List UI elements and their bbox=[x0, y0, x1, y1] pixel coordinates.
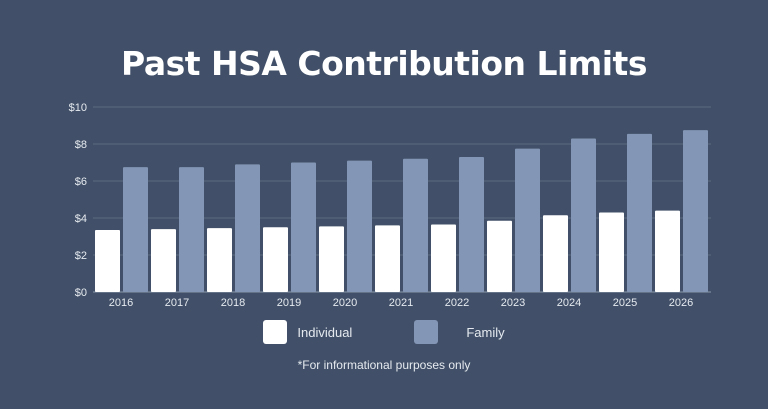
bar-individual bbox=[487, 220, 512, 292]
x-tick-label: 2024 bbox=[557, 297, 581, 309]
x-tick-label: 2022 bbox=[445, 297, 469, 309]
y-tick-label: $4 bbox=[75, 213, 87, 225]
legend: Individual Family bbox=[0, 320, 768, 344]
bar-family bbox=[179, 167, 204, 292]
legend-label-family: Family bbox=[466, 324, 505, 340]
footnote: *For informational purposes only bbox=[297, 358, 471, 372]
bar-family bbox=[291, 162, 316, 292]
bar-family bbox=[235, 164, 260, 292]
bar-family bbox=[347, 160, 372, 292]
legend-swatch-individual bbox=[263, 320, 288, 344]
x-tick-label: 2026 bbox=[669, 297, 693, 309]
x-tick-label: 2019 bbox=[277, 297, 301, 309]
x-tick-label: 2021 bbox=[389, 297, 413, 309]
x-tick-label: 2017 bbox=[165, 297, 189, 309]
y-tick-label: $10 bbox=[69, 102, 87, 114]
bar-individual bbox=[375, 225, 400, 292]
bar-individual bbox=[207, 228, 232, 292]
y-tick-label: $2 bbox=[75, 250, 87, 262]
bar-family bbox=[515, 148, 540, 292]
legend-item-family: Family bbox=[414, 320, 505, 344]
y-tick-label: $8 bbox=[75, 139, 87, 151]
bar-family bbox=[627, 133, 652, 292]
bar-individual bbox=[319, 226, 344, 292]
x-tick-label: 2018 bbox=[221, 297, 245, 309]
bar-family bbox=[123, 167, 148, 292]
legend-label-individual: Individual bbox=[297, 324, 353, 340]
x-tick-label: 2016 bbox=[109, 297, 133, 309]
x-tick-label: 2025 bbox=[613, 297, 637, 309]
y-tick-label: $6 bbox=[75, 176, 87, 188]
y-tick-label: $0 bbox=[75, 287, 87, 299]
bar-individual bbox=[151, 229, 176, 292]
bar-individual bbox=[431, 224, 456, 292]
bar-individual bbox=[263, 227, 288, 292]
bar-individual bbox=[95, 230, 120, 292]
bar-family bbox=[459, 156, 484, 292]
legend-item-individual: Individual bbox=[263, 320, 352, 344]
chart-title: Past HSA Contribution Limits bbox=[121, 44, 647, 83]
x-tick-label: 2023 bbox=[501, 297, 525, 309]
bar-individual bbox=[655, 210, 680, 292]
bar-family bbox=[683, 130, 708, 292]
bar-individual bbox=[543, 215, 568, 292]
bar-individual bbox=[599, 212, 624, 292]
legend-swatch-family bbox=[414, 320, 439, 344]
bar-family bbox=[403, 158, 428, 292]
x-tick-label: 2020 bbox=[333, 297, 357, 309]
bar-family bbox=[571, 138, 596, 292]
